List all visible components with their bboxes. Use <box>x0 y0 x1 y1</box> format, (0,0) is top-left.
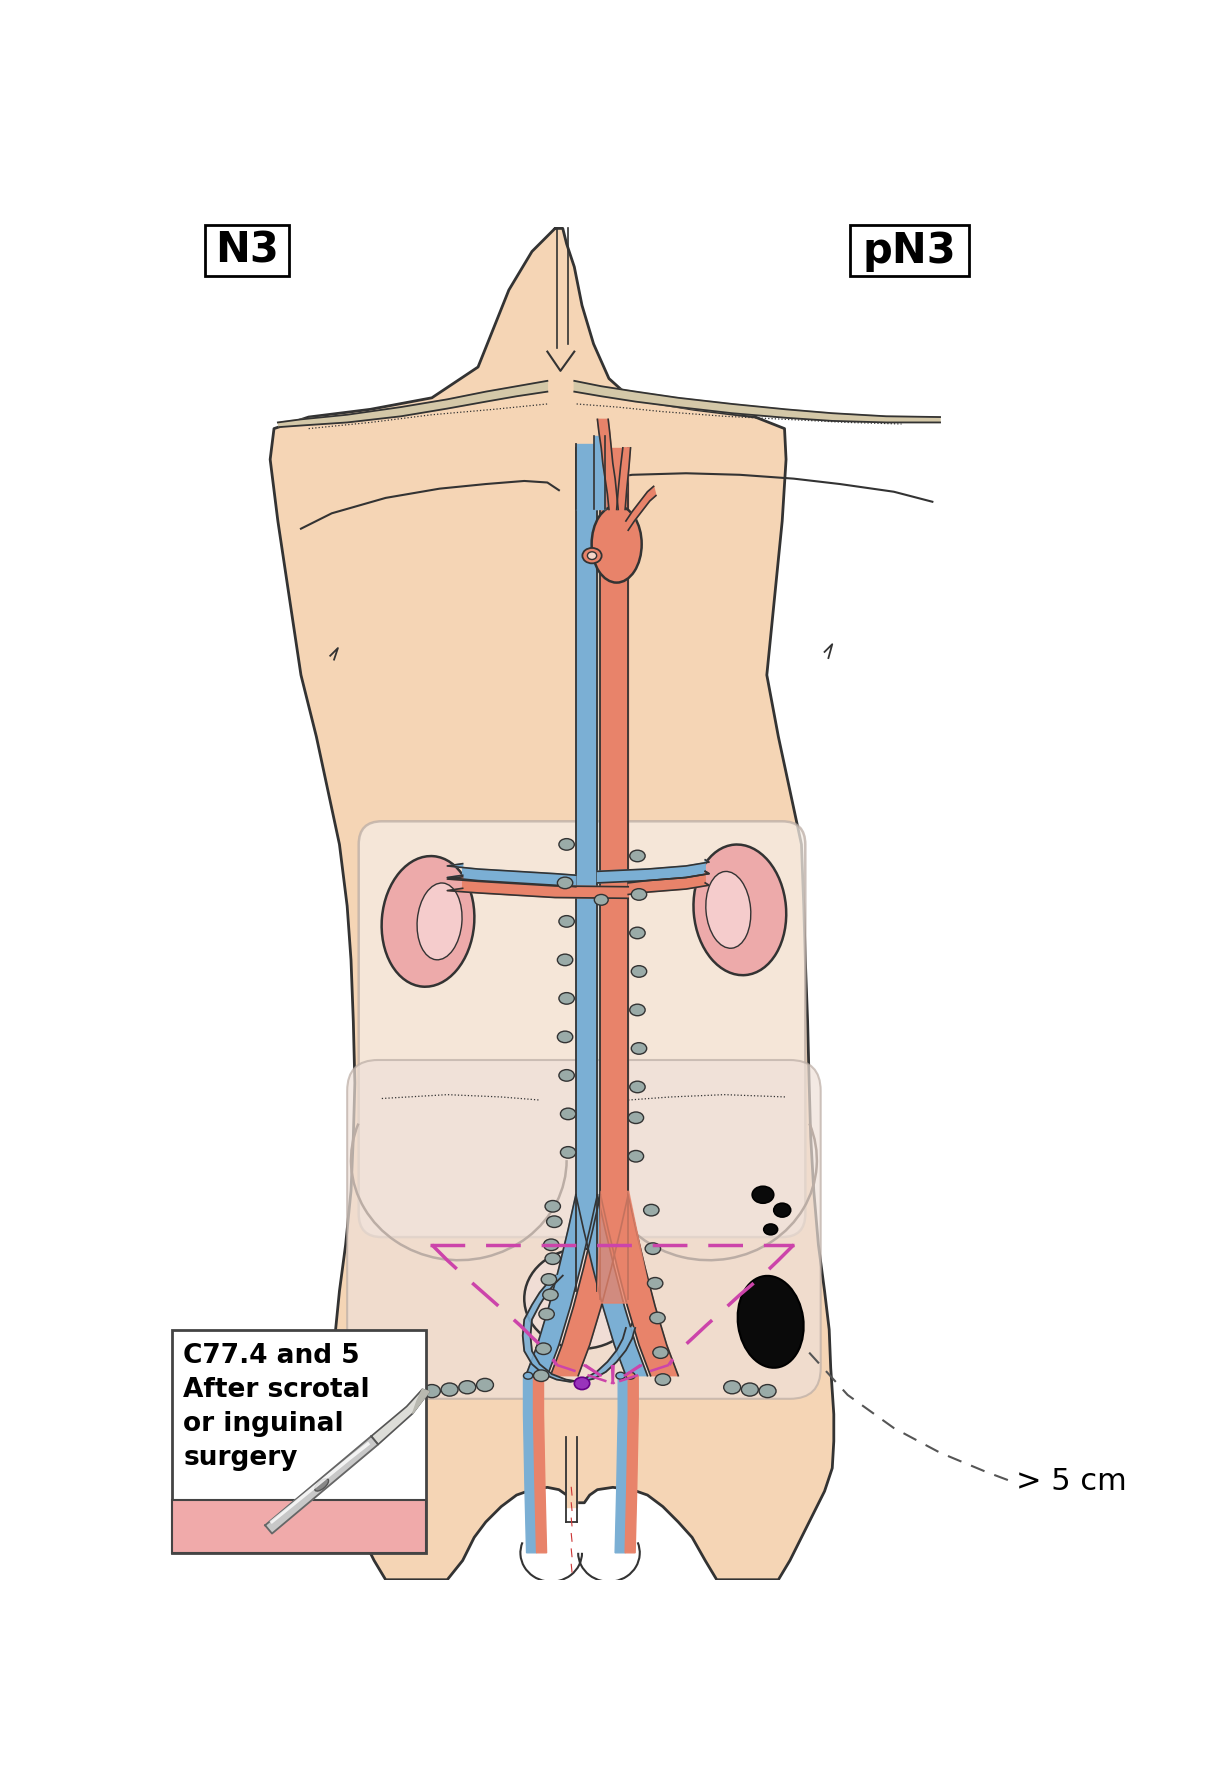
Text: N3: N3 <box>215 229 279 272</box>
Ellipse shape <box>557 955 573 966</box>
Ellipse shape <box>616 1372 625 1379</box>
Polygon shape <box>600 1195 678 1376</box>
Ellipse shape <box>741 1383 758 1397</box>
Ellipse shape <box>764 1225 778 1235</box>
Ellipse shape <box>545 1200 560 1212</box>
Polygon shape <box>412 1390 429 1413</box>
Ellipse shape <box>417 882 462 960</box>
Ellipse shape <box>594 895 608 905</box>
Ellipse shape <box>543 1239 559 1251</box>
Polygon shape <box>626 486 656 531</box>
Ellipse shape <box>536 1344 551 1354</box>
Polygon shape <box>278 382 547 428</box>
Ellipse shape <box>541 1274 557 1285</box>
Ellipse shape <box>524 1248 639 1349</box>
Polygon shape <box>616 447 631 509</box>
Ellipse shape <box>759 1384 776 1397</box>
Polygon shape <box>525 1195 598 1376</box>
Ellipse shape <box>644 1205 659 1216</box>
Polygon shape <box>615 1376 628 1553</box>
Ellipse shape <box>534 1370 549 1381</box>
Ellipse shape <box>653 1347 668 1358</box>
Ellipse shape <box>574 1377 590 1390</box>
Ellipse shape <box>559 992 574 1005</box>
Ellipse shape <box>631 1042 647 1054</box>
Ellipse shape <box>650 1312 665 1324</box>
Ellipse shape <box>655 1374 671 1385</box>
Polygon shape <box>523 1276 636 1383</box>
Ellipse shape <box>631 966 647 978</box>
Text: C77.4 and 5
After scrotal
or inguinal
surgery: C77.4 and 5 After scrotal or inguinal su… <box>183 1344 370 1471</box>
Polygon shape <box>574 382 940 422</box>
Ellipse shape <box>738 1276 804 1369</box>
Ellipse shape <box>592 506 642 582</box>
Polygon shape <box>371 1390 429 1445</box>
Polygon shape <box>266 1436 378 1534</box>
Ellipse shape <box>459 1381 475 1393</box>
Ellipse shape <box>626 1372 636 1379</box>
Polygon shape <box>625 1376 638 1553</box>
Ellipse shape <box>587 552 597 559</box>
Bar <box>171 1329 426 1553</box>
Polygon shape <box>598 419 619 509</box>
Polygon shape <box>534 1376 547 1553</box>
Ellipse shape <box>542 1289 558 1301</box>
Ellipse shape <box>630 927 645 939</box>
Ellipse shape <box>382 856 474 987</box>
Ellipse shape <box>547 1216 562 1228</box>
Ellipse shape <box>557 1031 573 1042</box>
Ellipse shape <box>534 1372 542 1379</box>
Text: pN3: pN3 <box>862 229 956 272</box>
Ellipse shape <box>630 850 645 861</box>
Ellipse shape <box>648 1278 662 1289</box>
Ellipse shape <box>560 1108 576 1120</box>
Ellipse shape <box>628 1150 644 1163</box>
Ellipse shape <box>314 1479 329 1491</box>
Ellipse shape <box>645 1242 661 1255</box>
Ellipse shape <box>524 1372 533 1379</box>
Polygon shape <box>576 1195 648 1376</box>
Ellipse shape <box>706 872 751 948</box>
Polygon shape <box>628 872 710 895</box>
Ellipse shape <box>477 1379 494 1392</box>
Ellipse shape <box>630 1081 645 1093</box>
Ellipse shape <box>752 1186 774 1203</box>
Ellipse shape <box>559 838 574 850</box>
Ellipse shape <box>560 1147 576 1157</box>
FancyBboxPatch shape <box>205 225 290 277</box>
Ellipse shape <box>694 845 786 974</box>
Polygon shape <box>270 229 833 1580</box>
FancyBboxPatch shape <box>850 225 968 277</box>
Ellipse shape <box>545 1253 560 1264</box>
Ellipse shape <box>423 1384 440 1397</box>
Ellipse shape <box>539 1308 554 1321</box>
Ellipse shape <box>582 548 602 563</box>
Bar <box>171 1500 426 1553</box>
Polygon shape <box>565 1438 576 1507</box>
Ellipse shape <box>628 1111 644 1124</box>
Polygon shape <box>448 877 628 898</box>
Ellipse shape <box>557 877 573 889</box>
Polygon shape <box>551 1195 628 1376</box>
Ellipse shape <box>631 889 647 900</box>
Ellipse shape <box>559 1070 574 1081</box>
Ellipse shape <box>724 1381 741 1393</box>
Ellipse shape <box>442 1383 459 1397</box>
Ellipse shape <box>630 1005 645 1015</box>
Text: > 5 cm: > 5 cm <box>1015 1468 1126 1496</box>
Polygon shape <box>448 864 576 888</box>
Polygon shape <box>598 859 710 882</box>
FancyBboxPatch shape <box>347 1060 821 1399</box>
FancyBboxPatch shape <box>359 822 805 1237</box>
Ellipse shape <box>774 1203 791 1218</box>
Polygon shape <box>524 1376 536 1553</box>
Ellipse shape <box>559 916 574 927</box>
